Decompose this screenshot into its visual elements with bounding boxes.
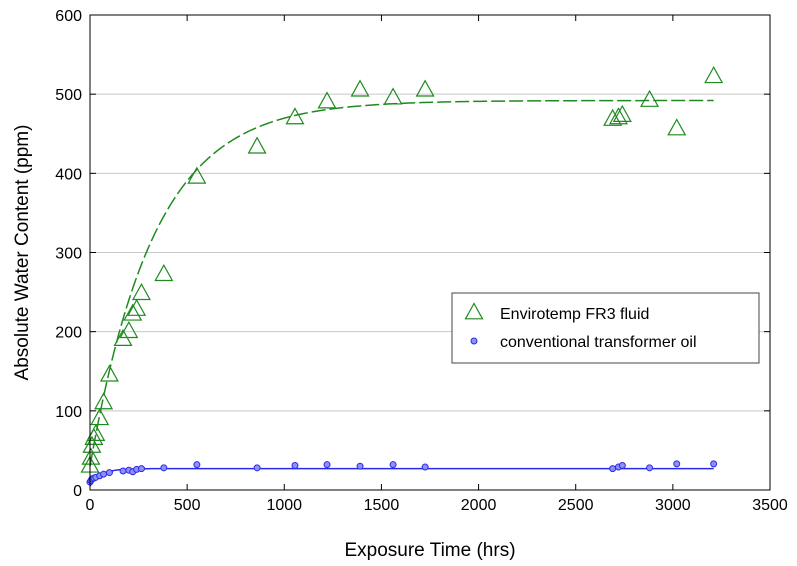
fr3-point (612, 104, 632, 122)
oil-point (291, 461, 299, 469)
fr3-point (90, 408, 110, 426)
fr3-point (131, 282, 152, 301)
x-tick-label: 1000 (266, 497, 302, 514)
x-tick-label: 1500 (364, 497, 400, 514)
y-tick-label: 200 (55, 325, 82, 342)
x-tick-label: 3000 (655, 497, 691, 514)
x-tick-label: 500 (174, 497, 201, 514)
y-tick-label: 0 (73, 483, 82, 500)
y-tick-label: 400 (55, 166, 82, 183)
fr3-point (603, 108, 623, 126)
fr3-point (667, 118, 687, 136)
fr3-point (94, 392, 114, 410)
fr3-point (608, 107, 628, 125)
fr3-point (285, 107, 305, 125)
y-tick-label: 300 (55, 246, 82, 263)
oil-point (710, 460, 718, 468)
x-tick-label: 2000 (461, 497, 497, 514)
oil-point (105, 469, 113, 477)
fr3-point (99, 364, 119, 382)
x-axis-title: Exposure Time (hrs) (344, 540, 515, 561)
legend-symbol-oil-icon (470, 337, 478, 345)
oil-point (119, 467, 127, 475)
fr3-point (81, 447, 101, 465)
fr3-point (415, 79, 435, 97)
axis-ticks: 0 100 200 300 400 500 600 0 500 1000 1500 2000 2500 3… (55, 8, 788, 514)
oil-point (137, 465, 145, 473)
fr3-point (86, 423, 106, 441)
fr3-point (383, 87, 403, 105)
fr3-point (704, 66, 724, 84)
legend-label-fr3: Envirotemp FR3 fluid (500, 306, 649, 323)
fr3-point (247, 136, 267, 154)
data-points (80, 66, 724, 486)
oil-point (609, 465, 617, 473)
fr3-point (187, 166, 207, 184)
x-tick-label: 2500 (558, 497, 594, 514)
x-tick-label: 0 (86, 497, 95, 514)
fr3-point (154, 263, 174, 282)
y-tick-label: 600 (55, 8, 82, 25)
oil-point (421, 463, 429, 471)
legend-triangle-icon (464, 302, 484, 320)
oil-point (646, 464, 654, 472)
fr3-point (640, 89, 660, 107)
legend-symbol-fr3-icon (464, 302, 484, 320)
fr3-point (119, 320, 139, 339)
y-tick-label: 100 (55, 404, 82, 421)
fr3-point (350, 79, 370, 97)
y-tick-label: 500 (55, 87, 82, 104)
oil-point (100, 470, 108, 478)
fr3-point (123, 303, 143, 321)
oil-point (389, 461, 397, 469)
legend: Envirotemp FR3 fluid conventional transf… (451, 292, 760, 364)
legend-label-oil: conventional transformer oil (500, 334, 697, 351)
y-axis-title: Absolute Water Content (ppm) (12, 125, 33, 381)
oil-point (673, 460, 681, 468)
oil-point (193, 461, 201, 469)
legend-box (451, 292, 760, 364)
oil-point (323, 461, 331, 469)
oil-point (356, 462, 364, 470)
legend-dot-icon (470, 337, 478, 345)
oil-point (253, 464, 261, 472)
oil-point (160, 464, 168, 472)
oil-point (618, 461, 626, 469)
fr3-point (317, 91, 337, 109)
fr3-point (127, 298, 147, 316)
x-tick-label: 3500 (752, 497, 788, 514)
